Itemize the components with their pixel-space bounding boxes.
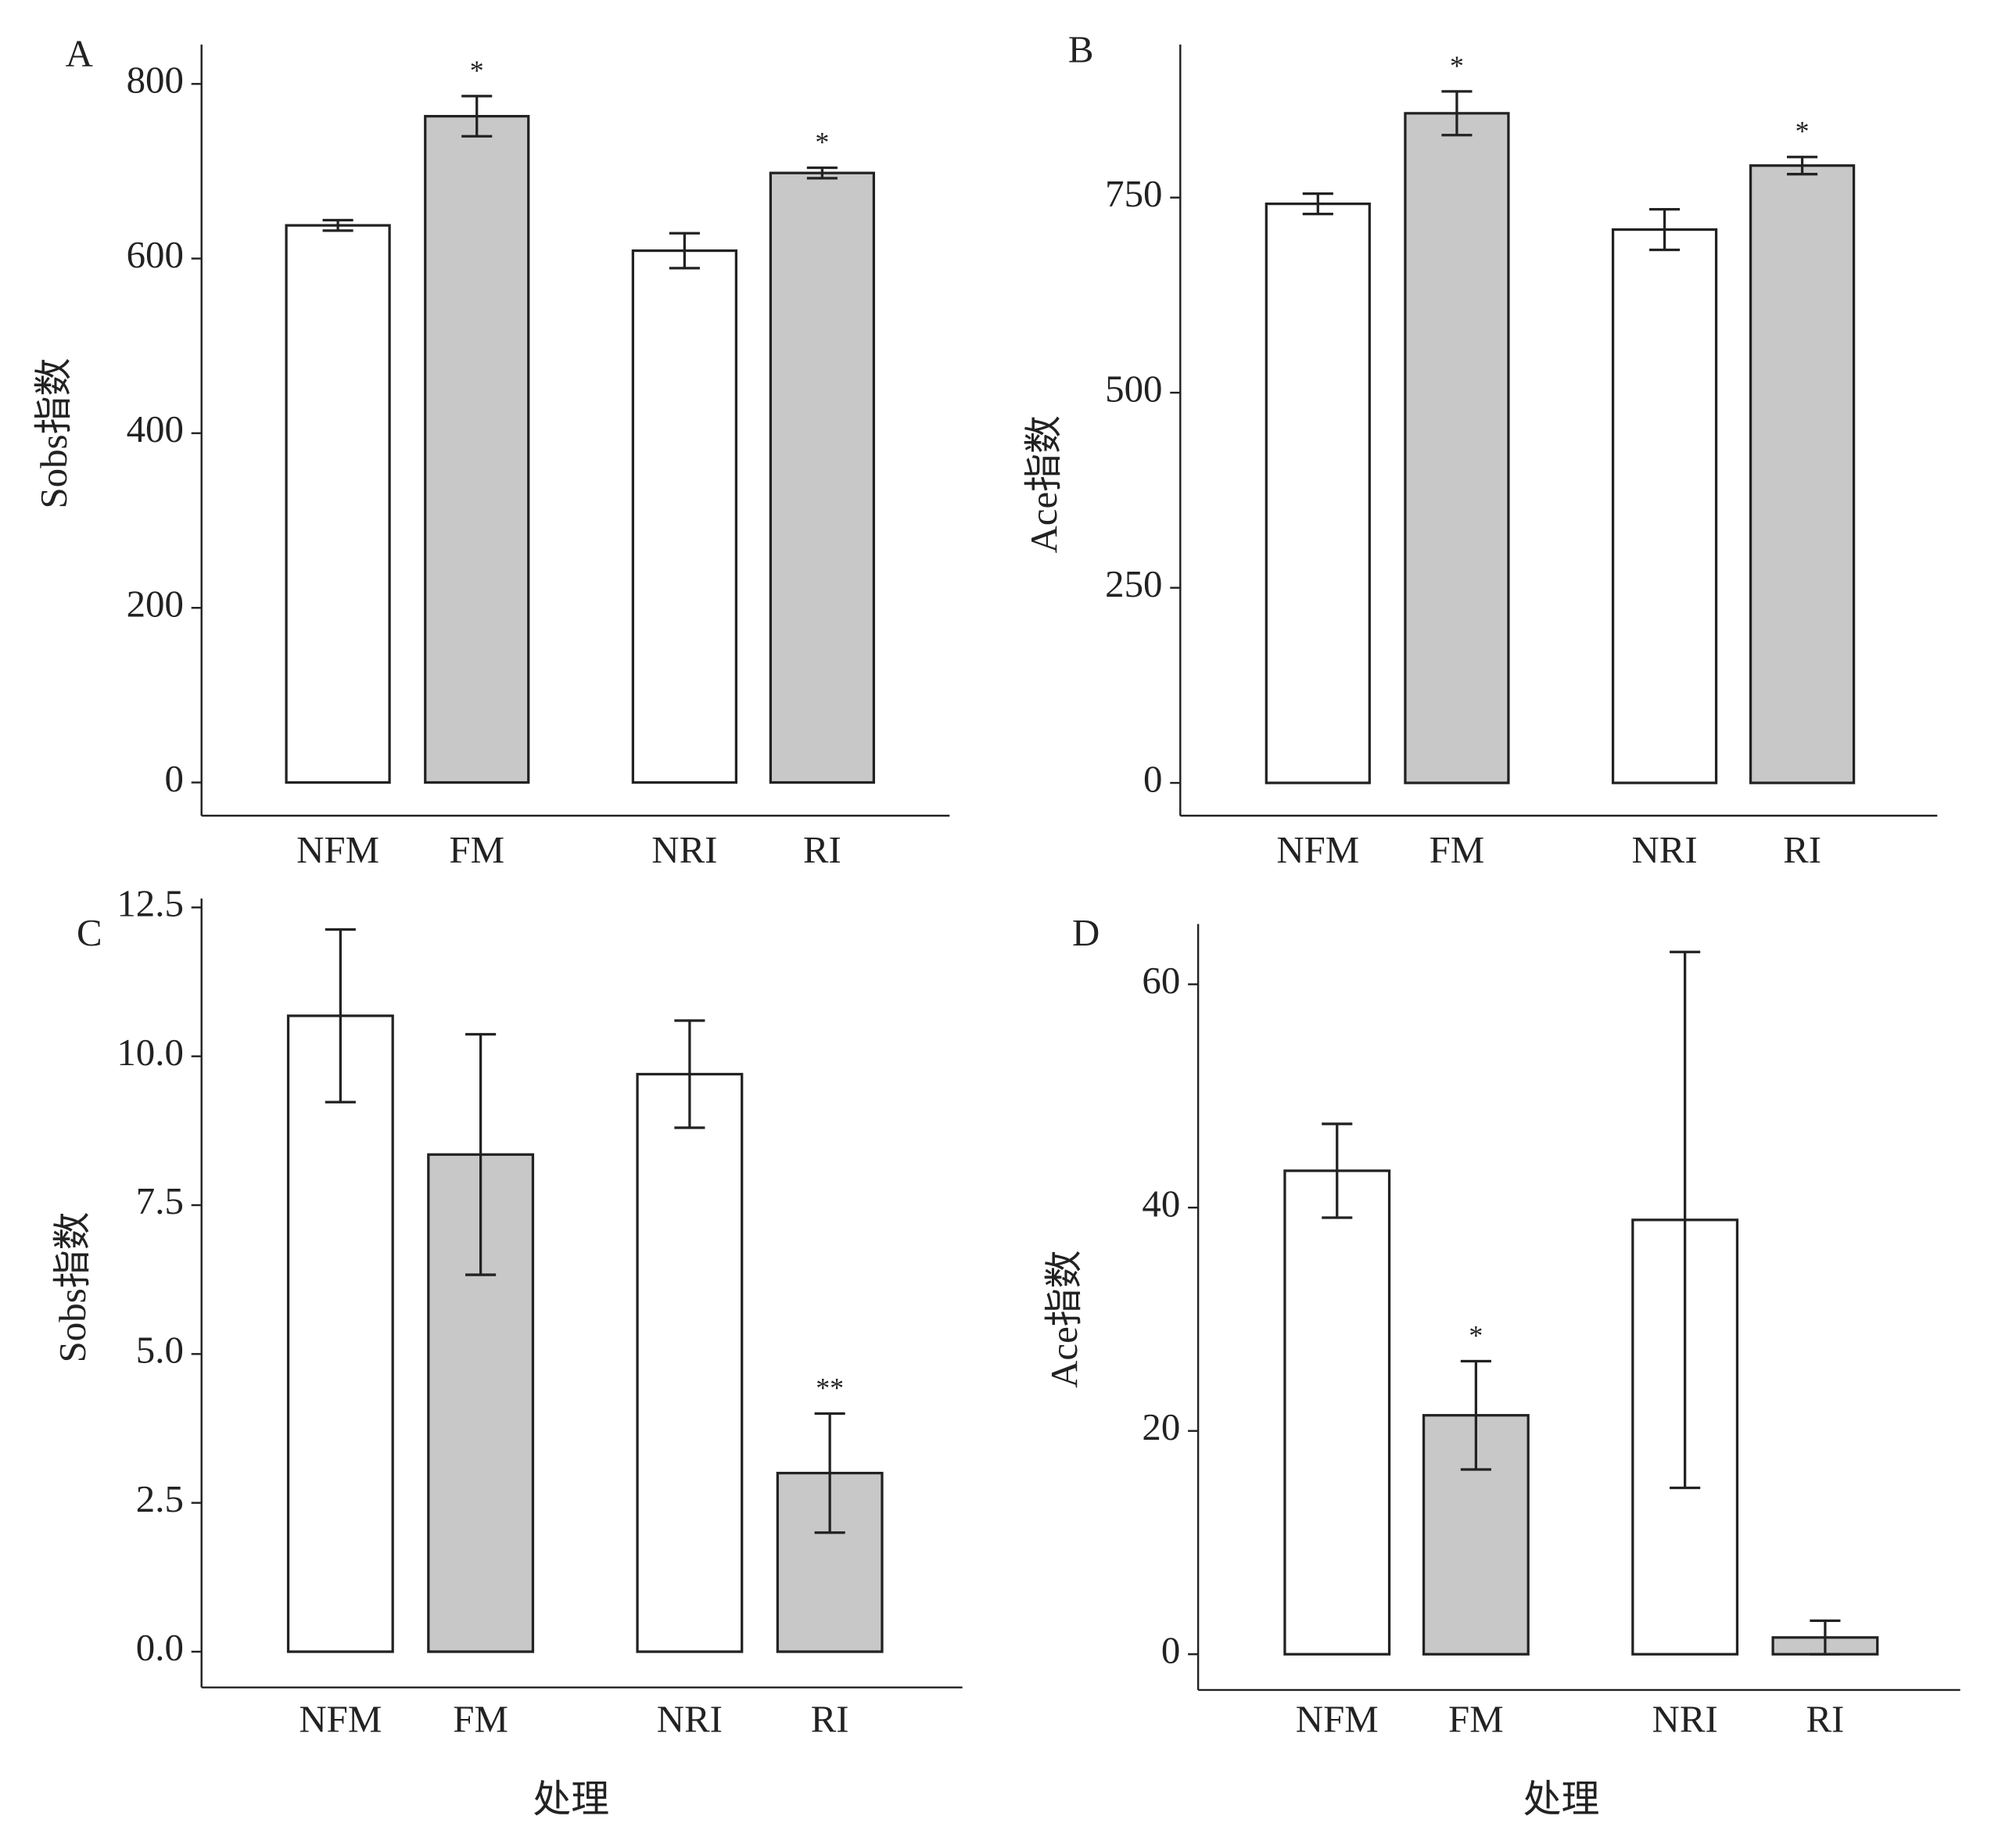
x-tick-label: RI [1806, 1698, 1844, 1741]
x-axis-label: 处理 [1523, 1778, 1600, 1821]
y-axis-label: Ace指数 [1042, 1250, 1085, 1387]
y-axis-label: Sobs指数 [32, 358, 75, 509]
panel-label: B [1068, 28, 1094, 71]
x-tick-label: NRI [657, 1698, 723, 1741]
y-tick-label: 2.5 [136, 1477, 184, 1520]
panel-label: D [1072, 911, 1100, 954]
y-tick-label: 200 [127, 582, 184, 625]
bar [769, 171, 875, 784]
y-tick-label: 600 [127, 233, 184, 276]
error-bar [322, 218, 353, 232]
y-tick-label: 800 [127, 59, 184, 102]
y-tick-label: 40 [1142, 1182, 1180, 1225]
x-tick-label: NFM [1296, 1698, 1379, 1741]
x-tick-label: NRI [1652, 1698, 1718, 1741]
error-bar [461, 95, 493, 138]
error-bar [1670, 950, 1701, 1490]
x-tick-label: NFM [296, 828, 379, 871]
x-tick-label: RI [811, 1698, 849, 1741]
y-axis-label: Ace指数 [1022, 415, 1065, 553]
x-tick-label: FM [1448, 1698, 1504, 1741]
bar [1404, 112, 1510, 784]
error-bar [325, 928, 356, 1103]
y-tick-label: 750 [1105, 172, 1162, 215]
x-tick-label: FM [453, 1698, 508, 1741]
x-tick-label: FM [449, 828, 504, 871]
error-bar [1322, 1122, 1353, 1219]
y-tick-label: 0 [164, 757, 183, 800]
error-bar [1441, 90, 1473, 137]
y-tick-label: 250 [1105, 562, 1162, 605]
error-bar [465, 1032, 497, 1276]
error-bar [814, 1412, 845, 1534]
bar [1283, 1169, 1391, 1656]
x-tick-label: RI [803, 828, 841, 871]
error-bar [806, 166, 838, 180]
y-tick-label: 0 [1161, 1628, 1180, 1671]
bar [636, 1072, 744, 1653]
significance-label: ** [816, 1372, 844, 1403]
x-tick-label: NFM [299, 1698, 382, 1741]
error-bar [1787, 156, 1818, 176]
bar [1265, 202, 1371, 784]
y-tick-label: 500 [1105, 367, 1162, 410]
panel-label: A [66, 32, 93, 75]
y-tick-label: 5.0 [136, 1329, 184, 1372]
error-bar [1460, 1359, 1491, 1471]
significance-label: * [1795, 116, 1810, 147]
bar [286, 1014, 394, 1653]
x-tick-label: NRI [651, 828, 717, 871]
bar [424, 114, 530, 784]
significance-label: * [470, 55, 484, 86]
x-tick-label: NRI [1631, 828, 1697, 871]
error-bar [1302, 192, 1333, 216]
x-tick-label: NFM [1276, 828, 1359, 871]
error-bar [1810, 1619, 1841, 1656]
y-tick-label: 400 [127, 407, 184, 450]
x-tick-label: RI [1783, 828, 1821, 871]
y-axis-label: Sobs指数 [51, 1212, 94, 1363]
bar [285, 224, 391, 784]
y-tick-label: 7.5 [136, 1179, 184, 1222]
x-tick-label: FM [1430, 828, 1485, 871]
y-tick-label: 12.5 [117, 882, 184, 925]
x-axis-label: 处理 [533, 1778, 609, 1821]
y-tick-label: 10.0 [117, 1031, 184, 1074]
bar [1749, 164, 1856, 784]
error-bar [669, 231, 700, 270]
error-bar [1649, 207, 1681, 252]
significance-label: * [1450, 50, 1464, 81]
y-tick-label: 60 [1142, 959, 1180, 1002]
significance-label: * [815, 126, 829, 157]
bar [631, 249, 737, 784]
y-tick-label: 0.0 [136, 1626, 184, 1669]
error-bar [674, 1019, 705, 1129]
y-tick-label: 0 [1143, 757, 1162, 800]
panel-label: C [77, 911, 102, 954]
y-tick-label: 20 [1142, 1405, 1180, 1448]
significance-label: * [1469, 1319, 1483, 1351]
bar [1611, 228, 1718, 784]
